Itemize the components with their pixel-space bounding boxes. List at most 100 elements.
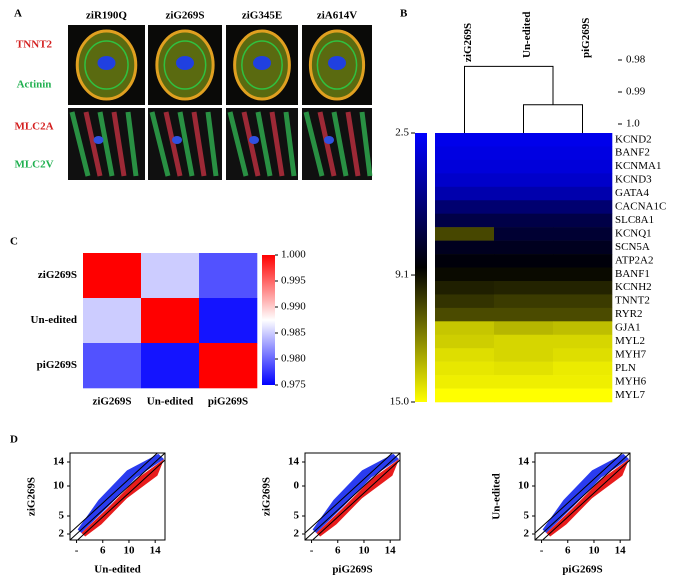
row-label: TNNT2 <box>615 295 650 307</box>
heatmap-cell <box>553 133 613 147</box>
row-label: GATA4 <box>615 187 649 199</box>
diagonal <box>542 459 631 541</box>
fiber <box>303 111 325 177</box>
panel-label: C <box>10 236 18 248</box>
heatmap-cell <box>494 227 554 241</box>
heatmap-cell <box>553 375 613 389</box>
x-tick-label: - <box>310 545 314 557</box>
x-tick-label: - <box>75 545 79 557</box>
x-tick-label: 6 <box>100 545 106 557</box>
diagonal <box>312 459 401 541</box>
row-label: KCND3 <box>615 174 652 186</box>
cell <box>316 40 358 90</box>
row-label: KCNQ1 <box>615 227 652 239</box>
heatmap-cell <box>435 227 495 241</box>
dendrogram-tick-label: 0.99 <box>626 86 646 98</box>
x-tick-label: 6 <box>565 545 571 557</box>
dendrogram-link <box>523 104 583 133</box>
heatmap-cell <box>494 240 554 255</box>
fiber <box>191 111 207 177</box>
y-tick-label: 14 <box>288 456 300 468</box>
nucleus <box>97 56 116 70</box>
diagonal <box>304 452 393 534</box>
heatmap-cell <box>553 146 613 161</box>
heatmap-cell <box>435 159 495 174</box>
row-label: KCND2 <box>615 133 652 145</box>
heatmap-cell <box>494 186 554 201</box>
heatmap-cell <box>553 213 613 228</box>
y-tick-label: 5 <box>524 510 530 522</box>
plot-frame <box>534 452 631 541</box>
heatmap-cell <box>553 267 613 282</box>
heatmap-cell <box>435 348 495 362</box>
plot-frame <box>69 452 166 541</box>
fiber <box>83 111 103 177</box>
heatmap-cell <box>553 173 613 188</box>
heatmap-cell <box>553 334 613 349</box>
nucleus <box>172 136 182 144</box>
colorbar <box>262 255 275 385</box>
column-label: piG269S <box>580 18 592 58</box>
y-tick-label: 2 <box>59 528 65 540</box>
heatmap-cell <box>553 186 613 201</box>
column-header: ziA614V <box>317 10 357 22</box>
row-label: Actinin <box>17 79 52 91</box>
fiber <box>205 111 219 177</box>
colorbar-label: 0.985 <box>281 327 306 339</box>
heatmap-cell <box>553 280 613 295</box>
x-tick-label: 10 <box>358 545 370 557</box>
heatmap-cell <box>494 321 554 336</box>
row-label: MYH7 <box>615 348 647 360</box>
heatmap-cell <box>435 173 495 188</box>
x-tick-label: - <box>540 545 544 557</box>
heatmap-cell <box>199 298 258 344</box>
heatmap-cell <box>494 133 554 147</box>
column-label: piG269S <box>208 396 248 408</box>
row-label: PLN <box>615 362 636 374</box>
fiber <box>345 111 361 177</box>
heatmap-cell <box>494 173 554 188</box>
panel-label: B <box>400 8 408 20</box>
row-label: MYL7 <box>615 389 645 401</box>
fiber <box>111 111 127 177</box>
nucleus <box>253 56 271 70</box>
column-label: ziG269S <box>92 396 131 408</box>
heatmap-cell <box>494 294 554 309</box>
row-label: TNNT2 <box>16 39 53 51</box>
nucleus <box>324 136 334 144</box>
y-tick-label: 14 <box>53 456 65 468</box>
heatmap-cell <box>494 280 554 295</box>
row-label: MLC2A <box>14 121 53 133</box>
colorbar <box>415 133 427 402</box>
heatmap-cell <box>141 253 200 299</box>
colorbar-label: 0.980 <box>281 353 306 365</box>
y-tick-label: 2 <box>294 528 300 540</box>
column-header: ziG269S <box>165 10 204 22</box>
dendrogram-tick-label: 1.0 <box>626 118 640 130</box>
x-tick-label: 14 <box>615 545 627 557</box>
heatmap-cell <box>199 253 258 299</box>
heatmap-cell <box>435 321 495 336</box>
row-label: BANF2 <box>615 147 650 159</box>
heatmap-cell <box>435 133 495 147</box>
colorbar-label: 0.975 <box>281 379 306 391</box>
row-label: CACNA1C <box>615 201 666 213</box>
row-label: piG269S <box>37 359 77 371</box>
x-axis-label: piG269S <box>562 564 602 576</box>
dendrogram-link <box>464 65 554 133</box>
nucleus <box>93 136 104 144</box>
row-label: MYL2 <box>615 335 645 347</box>
y-tick-label: 10 <box>518 480 530 492</box>
colorbar-label: 2.5 <box>395 127 409 139</box>
heatmap-cell <box>494 213 554 228</box>
dendrogram-tick-label: 0.98 <box>626 54 646 66</box>
fiber <box>97 111 115 177</box>
heatmap-cell <box>553 159 613 174</box>
row-label: MLC2V <box>14 159 53 171</box>
fiber <box>359 111 373 177</box>
column-label: Un-edited <box>521 12 533 58</box>
heatmap-cell <box>494 254 554 268</box>
row-label: Un-edited <box>31 314 77 326</box>
row-label: BANF1 <box>615 268 650 280</box>
heatmap-cell <box>83 253 142 299</box>
